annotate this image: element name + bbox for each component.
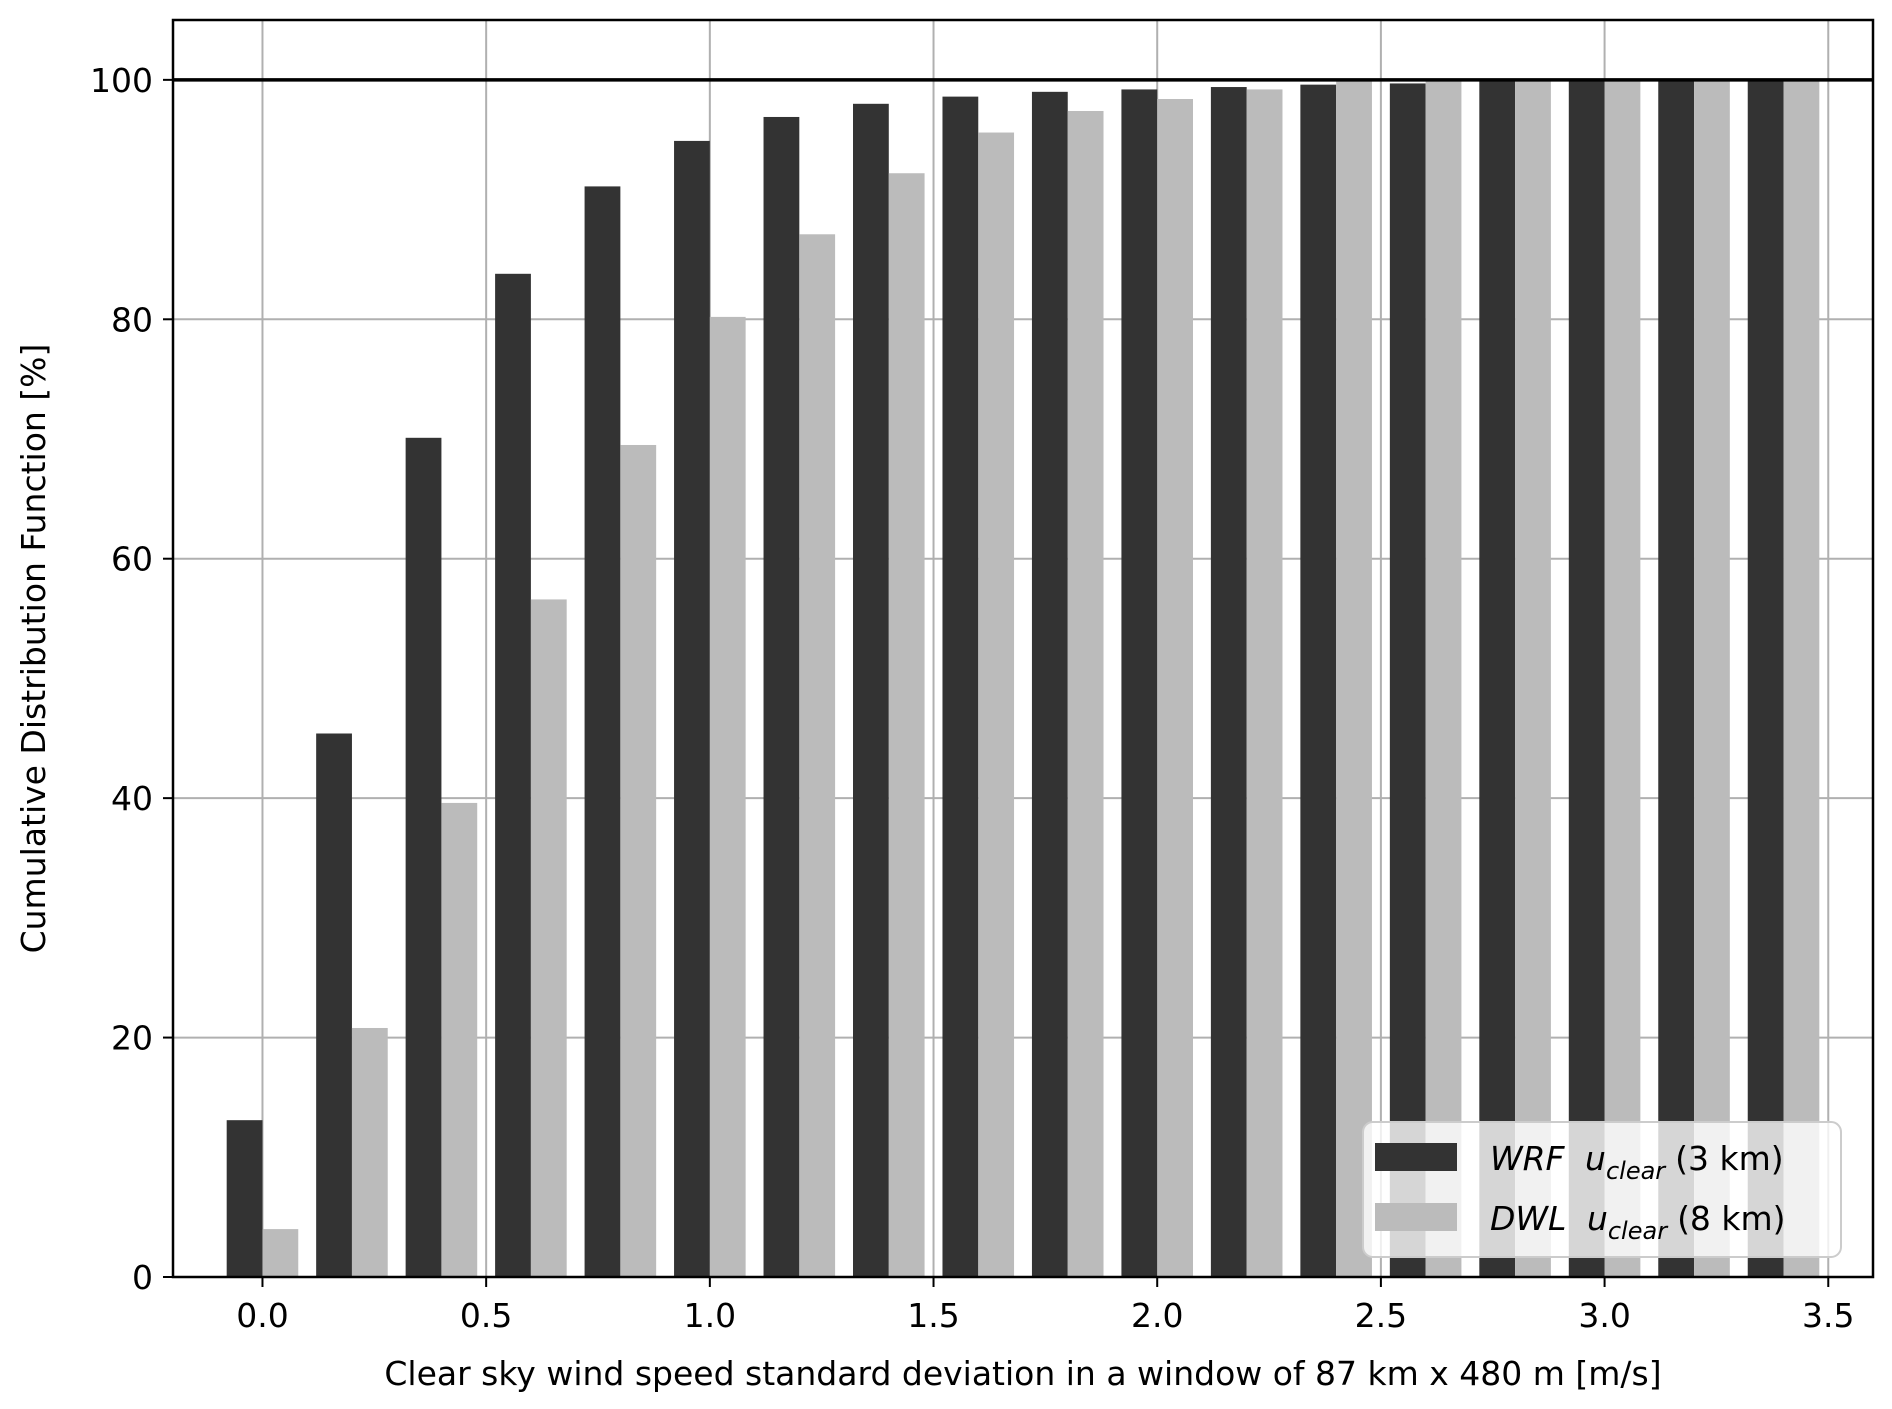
- bar-dwl-3: [530, 599, 567, 1277]
- bar-dwl-11: [1246, 89, 1283, 1277]
- y-tick-label: 80: [111, 300, 153, 339]
- bar-wrf-3: [495, 273, 531, 1277]
- x-tick-label: 1.0: [684, 1296, 736, 1335]
- bar-wrf-11: [1210, 87, 1247, 1277]
- bar-dwl-4: [620, 444, 657, 1277]
- legend-dwl-prefix: DWL: [1490, 1199, 1566, 1238]
- y-tick-label: 40: [111, 779, 153, 818]
- x-tick-label: 3.0: [1578, 1296, 1630, 1335]
- bar-dwl-16: [1694, 79, 1730, 1277]
- bar-dwl-1: [351, 1027, 388, 1277]
- legend-box: [1362, 1121, 1842, 1258]
- bar-dwl-14: [1515, 79, 1551, 1277]
- bar-wrf-8: [942, 96, 979, 1277]
- bar-dwl-6: [799, 234, 836, 1277]
- x-tick-label: 0.0: [236, 1296, 288, 1335]
- plot-frame: [171, 18, 1875, 1279]
- bar-wrf-17: [1747, 79, 1784, 1277]
- bar-wrf-5: [674, 140, 710, 1278]
- bar-wrf-6: [763, 116, 800, 1277]
- bar-wrf-10: [1121, 89, 1158, 1277]
- y-tick-label: 20: [111, 1019, 153, 1058]
- legend-label-wrf: WRF uclear (3 km): [1490, 1139, 1784, 1185]
- bar-wrf-9: [1031, 91, 1068, 1277]
- bar-wrf-7: [853, 103, 889, 1277]
- legend-wrf-sub: clear: [1606, 1157, 1667, 1185]
- x-tick-label: 1.5: [907, 1296, 959, 1335]
- bar-dwl-0: [262, 1229, 299, 1277]
- bar-dwl-13: [1425, 79, 1462, 1277]
- legend-swatch-dwl: [1375, 1203, 1457, 1231]
- bar-wrf-1: [316, 733, 352, 1277]
- bar-dwl-17: [1783, 79, 1820, 1277]
- legend-dwl-var: u: [1587, 1199, 1608, 1238]
- bar-dwl-8: [978, 132, 1015, 1277]
- legend-wrf-prefix: WRF: [1490, 1139, 1566, 1178]
- bar-dwl-12: [1336, 79, 1372, 1277]
- bar-wrf-16: [1658, 79, 1695, 1277]
- bar-wrf-14: [1479, 79, 1516, 1277]
- legend-wrf-suffix: (3 km): [1675, 1139, 1784, 1178]
- y-tick-label: 60: [111, 540, 153, 579]
- bar-wrf-13: [1389, 83, 1426, 1277]
- bar-dwl-2: [441, 802, 478, 1277]
- x-tick-label: 3.5: [1802, 1296, 1854, 1335]
- bar-dwl-9: [1067, 110, 1104, 1277]
- bars: [226, 79, 1820, 1278]
- legend-dwl-suffix: (8 km): [1677, 1199, 1786, 1238]
- bar-dwl-15: [1604, 79, 1641, 1277]
- bar-wrf-12: [1300, 84, 1337, 1277]
- x-axis-label: Clear sky wind speed standard deviation …: [384, 1354, 1661, 1393]
- x-tick-label: 2.5: [1355, 1296, 1407, 1335]
- bar-dwl-7: [888, 173, 925, 1278]
- bar-wrf-15: [1568, 79, 1605, 1277]
- bar-wrf-4: [584, 186, 621, 1278]
- legend-dwl-sub: clear: [1608, 1217, 1669, 1245]
- y-axis-label: Cumulative Distribution Function [%]: [14, 344, 53, 954]
- bar-dwl-5: [709, 316, 746, 1277]
- x-tick-label: 2.0: [1131, 1296, 1183, 1335]
- y-tick-label: 100: [90, 61, 153, 100]
- legend-label-dwl: DWL uclear (8 km): [1490, 1199, 1786, 1245]
- bar-wrf-2: [405, 437, 442, 1277]
- y-tick-label: 0: [132, 1258, 153, 1297]
- legend: WRF uclear (3 km) DWL uclear (8 km): [1362, 1121, 1842, 1258]
- legend-swatch-wrf: [1375, 1143, 1457, 1171]
- bar-wrf-0: [226, 1120, 263, 1277]
- x-tick-label: 0.5: [460, 1296, 512, 1335]
- axis-ticks: 0.0 0.5 1.0 1.5 2.0 2.5 3.0 3.5 0 20 40 60 80 100: [90, 61, 1855, 1335]
- bar-dwl-10: [1157, 99, 1193, 1277]
- legend-wrf-var: u: [1585, 1139, 1606, 1178]
